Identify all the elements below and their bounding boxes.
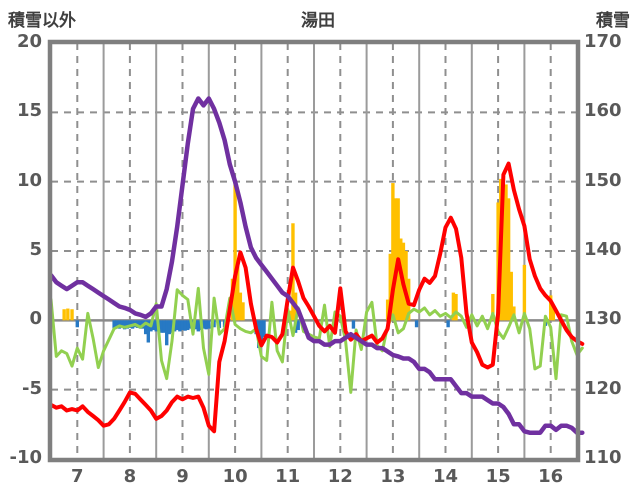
right-axis-tick-label: 110 [584, 447, 622, 468]
blue-bars-bar [296, 320, 300, 331]
blue-bars-bar [446, 320, 450, 328]
blue-bars-bar [259, 320, 264, 343]
x-axis-tick-label: 14 [432, 466, 459, 487]
blue-bars-bar [414, 320, 419, 328]
blue-bars-bar [112, 320, 116, 329]
orange-bars-bar [551, 306, 556, 321]
right-axis-tick-label: 130 [584, 308, 622, 330]
x-axis-tick-label: 11 [275, 466, 301, 487]
orange-bars-bar [549, 295, 553, 321]
blue-bars-bar [183, 320, 187, 331]
blue-bars-bar [207, 320, 211, 329]
x-axis-tick-label: 9 [176, 466, 189, 487]
left-axis-tick-label: 20 [16, 31, 42, 52]
chart-title: 湯田 [301, 11, 335, 31]
blue-bars-bar [120, 320, 124, 328]
x-axis-tick-label: 8 [123, 466, 137, 487]
orange-bars-bar [241, 302, 245, 321]
orange-bars-bar [504, 184, 508, 321]
orange-bars-bar [522, 264, 527, 321]
left-axis-tick-label: -10 [9, 447, 42, 468]
orange-bars-bar [62, 309, 66, 321]
blue-bars-bar [180, 320, 185, 331]
orange-bars-bar [501, 181, 506, 321]
blue-bars-bar [136, 320, 140, 328]
orange-bars-bar [385, 299, 390, 321]
blue-bars-bar [151, 320, 156, 331]
blue-bars-bar [125, 320, 129, 329]
orange-bars-bar [506, 198, 511, 321]
right-axis-tick-label: 120 [584, 377, 622, 399]
blue-bars-bar [122, 320, 127, 330]
red-line [49, 161, 585, 434]
blue-bars-bar [186, 320, 190, 331]
left-axis-tick-label: -5 [22, 377, 42, 399]
left-axis-title: 積雪以外 [8, 11, 76, 31]
orange-bars-bar [70, 309, 74, 321]
purple-line-snow-depth [48, 96, 585, 435]
blue-bars-bar [75, 320, 79, 328]
right-axis-title: 積雪 [596, 11, 630, 31]
blue-bars-bar [162, 320, 166, 333]
blue-bars-bar [351, 320, 356, 329]
orange-bars-bar [233, 183, 237, 321]
blue-bars-bar [143, 320, 148, 335]
blue-bars-bar [204, 320, 208, 330]
blue-bars-bar [146, 320, 151, 343]
blue-bars-bar [212, 320, 216, 328]
right-axis-tick-label: 170 [584, 31, 622, 52]
left-axis-tick-label: 15 [16, 100, 42, 122]
orange-bars-bar [393, 198, 398, 321]
right-axis-tick-label: 160 [584, 100, 622, 122]
plot-frame [47, 39, 581, 463]
orange-bars-bar [388, 253, 392, 321]
x-axis-tick-label: 15 [485, 466, 511, 487]
blue-bars-bar [128, 320, 132, 328]
blue-bars-bar [201, 320, 206, 329]
blue-bars-bar [262, 320, 266, 337]
blue-bars-bar [138, 320, 143, 329]
left-axis-tick-label: 0 [29, 308, 42, 330]
left-axis-tick-label: 10 [16, 169, 42, 191]
blue-bars-bar [167, 320, 172, 335]
blue-bars-bar [196, 320, 200, 332]
x-axis-tick-label: 16 [538, 466, 564, 487]
blue-bars-bar [159, 320, 164, 333]
orange-bars-bar [238, 292, 243, 321]
right-axis-tick-label: 140 [584, 239, 622, 260]
blue-bars-bar [175, 320, 179, 331]
blue-bars-bar [193, 320, 198, 330]
blue-bars-bar [178, 320, 182, 332]
x-axis-tick-label: 12 [327, 466, 353, 487]
orange-bars-bar [491, 293, 495, 321]
orange-bars-bar [236, 260, 240, 321]
orange-bars-bar [509, 271, 513, 321]
blue-bars-bar [165, 320, 169, 346]
orange-bars-bar [404, 251, 408, 321]
orange-bars-bar [451, 292, 456, 321]
x-axis-tick-label: 10 [222, 466, 248, 487]
right-axis-tick-label: 150 [584, 169, 622, 191]
orange-bars-bar [454, 293, 458, 321]
green-line [49, 286, 584, 394]
orange-bars-bar [391, 183, 395, 321]
x-axis-tick-label: 7 [71, 466, 84, 487]
blue-bars-bar [154, 320, 158, 332]
blue-bars-bar [115, 320, 119, 328]
left-axis-tick-label: 5 [29, 239, 42, 260]
x-axis-tick-label: 13 [380, 466, 406, 487]
orange-bars-bar [66, 308, 70, 321]
